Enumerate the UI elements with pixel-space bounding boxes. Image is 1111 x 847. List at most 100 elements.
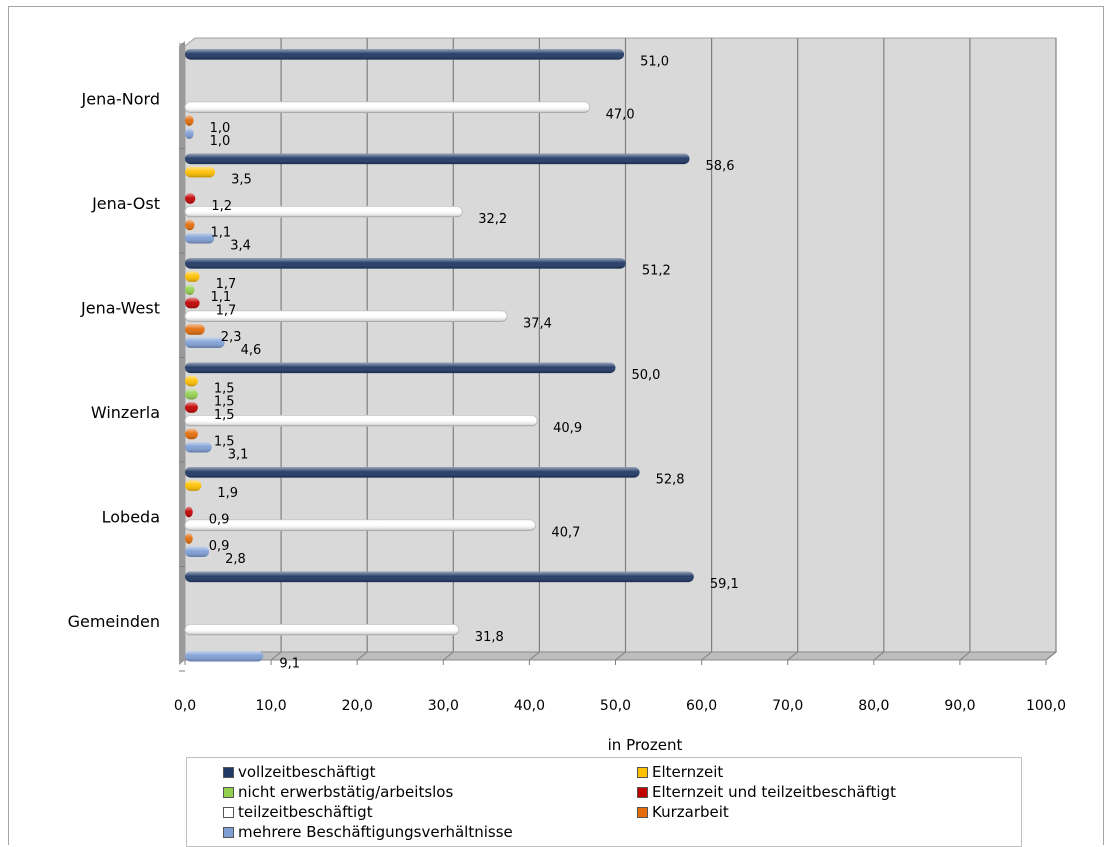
bar [185,258,626,269]
x-tick-label: 30,0 [428,698,459,714]
legend-label: Elternzeit [652,763,724,781]
bar-chart: 51,047,01,01,058,63,51,232,21,13,451,21,… [68,37,1066,754]
data-label: 58,6 [706,159,735,174]
legend-swatch [223,806,234,818]
legend-swatch [223,786,234,798]
bar [184,206,463,218]
gridline [356,651,368,661]
legend-swatch [223,826,234,838]
data-label: 1,1 [210,225,231,240]
bar [185,324,205,335]
legend-label: Kurzarbeit [652,803,729,821]
x-tick-labels: 0,0 10,0 20,0 30,0 40,0 50,0 60,0 70,0 80,0 90,0 1… [174,660,1066,714]
legend-swatch [637,786,648,798]
bar [184,101,591,114]
data-label: 1,7 [216,303,237,318]
bars [184,49,694,662]
legend-label: mehrere Beschäftigungsverhältnisse [238,823,513,841]
bar [185,442,212,453]
category-label: Jena-Nord [81,89,161,108]
bar [185,506,193,518]
data-label: 31,8 [475,630,504,645]
data-label: 3,1 [228,448,249,463]
gridlines [270,38,1057,661]
bar [185,284,195,296]
gridline [873,651,885,661]
category-label: Jena-Ost [91,194,160,213]
x-tick-label: 80,0 [858,698,889,714]
category-label: Lobeda [102,507,160,526]
legend-item: mehrere Beschäftigungsverhältnisse [223,823,513,841]
data-label: 37,4 [523,317,552,332]
data-label: 51,2 [642,264,671,279]
legend-item: nicht erwerbstätig/arbeitslos [223,783,453,801]
data-label: 2,3 [221,330,242,345]
data-label: 1,5 [214,395,235,410]
bar [185,49,625,60]
gridline [442,651,454,661]
gridline [701,651,712,661]
data-label: 50,0 [632,368,661,383]
legend-label: nicht erwerbstätig/arbeitslos [238,783,454,801]
data-label: 51,0 [640,55,669,70]
chart-frame [8,6,1104,845]
data-label: 1,0 [210,121,231,136]
legend: vollzeitbeschäftigt Elternzeit nicht erwer… [186,757,1022,847]
data-label: 3,4 [230,239,251,254]
y-axis-wall [179,41,185,665]
bar [185,533,193,544]
bar [185,480,202,491]
gridline [270,651,282,661]
bar [185,153,690,165]
legend-item: Elternzeit [637,763,723,781]
bar [185,651,264,662]
legend-label: teilzeitbeschäftigt [238,803,373,821]
x-tick-label: 70,0 [772,698,803,714]
legend-swatch [637,806,648,818]
bar [184,624,460,636]
bar [184,519,536,532]
gridline [615,651,626,661]
bar [184,415,538,427]
data-label: 2,8 [225,552,246,567]
data-label: 1,5 [214,434,235,449]
bar [185,375,198,387]
data-label: 32,2 [478,212,507,227]
category-label: Jena-West [80,298,160,317]
data-label: 1,7 [216,277,237,292]
bar [185,389,198,400]
x-tick-label: 20,0 [342,698,373,714]
bar [185,546,210,558]
bar [185,297,200,309]
gridline [529,651,540,661]
legend-swatch [637,766,648,778]
bar [185,128,194,140]
legend-item: Kurzarbeit [637,803,729,821]
data-label: 40,9 [553,421,582,436]
x-tick-label: 10,0 [256,698,287,714]
gridline [1045,651,1057,661]
bar [185,166,216,178]
plot-area [179,37,1058,665]
data-label: 59,1 [710,577,739,592]
bar [185,233,215,244]
data-label: 4,6 [241,343,262,358]
bar [185,337,225,349]
bar [185,402,198,413]
data-label: 47,0 [606,108,635,123]
data-label: 1,1 [210,290,231,305]
data-label: 0,9 [209,512,230,527]
data-label: 3,5 [231,172,252,187]
legend-label: vollzeitbeschäftigt [238,763,376,781]
data-label: 0,9 [209,539,230,554]
gridline [787,651,799,661]
x-axis-title: in Prozent [608,736,683,754]
legend-item: teilzeitbeschäftigt [223,803,373,821]
data-label: 40,7 [551,526,580,541]
data-label: 52,8 [656,473,685,488]
x-tick-label: 50,0 [600,698,631,714]
bar [185,467,640,478]
x-tick-label: 0,0 [174,698,196,714]
bar [185,362,616,374]
x-tick-label: 60,0 [686,698,717,714]
